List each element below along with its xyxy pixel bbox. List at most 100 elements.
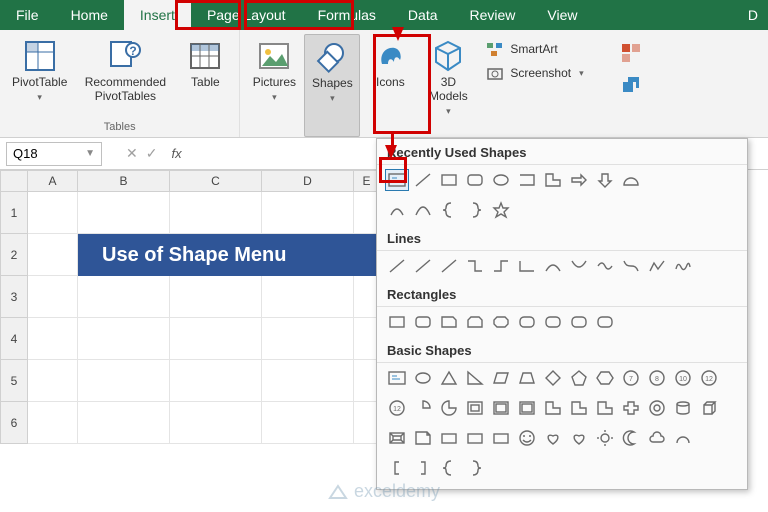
col-B[interactable]: B: [78, 170, 170, 192]
shape-dodec[interactable]: 12: [697, 367, 721, 389]
cell[interactable]: [170, 360, 262, 402]
shape-roundf4[interactable]: [593, 311, 617, 333]
icons-button[interactable]: Icons: [362, 34, 418, 137]
shape-pie[interactable]: [411, 397, 435, 419]
shape-freeform[interactable]: [645, 255, 669, 277]
cell[interactable]: [78, 402, 170, 444]
smartart-button[interactable]: SmartArt: [482, 38, 587, 60]
shape-hept[interactable]: 7: [619, 367, 643, 389]
cell[interactable]: [28, 276, 78, 318]
shape-lshape[interactable]: [541, 169, 565, 191]
select-all-cell[interactable]: [0, 170, 28, 192]
cell[interactable]: [262, 276, 354, 318]
shape-textbox[interactable]: [385, 169, 409, 191]
shape-arrowR[interactable]: [567, 169, 591, 191]
enter-icon[interactable]: ✓: [146, 145, 158, 162]
shape-tab[interactable]: [437, 427, 461, 449]
shape-curve2[interactable]: [567, 255, 591, 277]
tab-data[interactable]: Data: [392, 0, 454, 30]
row-header[interactable]: 5: [0, 360, 28, 402]
col-A[interactable]: A: [28, 170, 78, 192]
cell[interactable]: [170, 402, 262, 444]
shape-oval[interactable]: [411, 367, 435, 389]
shape-rect[interactable]: [385, 311, 409, 333]
shape-lbrace[interactable]: [437, 199, 461, 221]
shape-cyl[interactable]: [671, 397, 695, 419]
shape-textbox[interactable]: [385, 367, 409, 389]
shapes-button[interactable]: Shapes▾: [304, 34, 360, 137]
recommended-pivottables-button[interactable]: ? RecommendedPivotTables: [75, 34, 175, 119]
shape-curve[interactable]: [541, 255, 565, 277]
tab-formulas[interactable]: Formulas: [302, 0, 392, 30]
cell[interactable]: [28, 192, 78, 234]
shape-rect[interactable]: [437, 169, 461, 191]
cell[interactable]: [170, 318, 262, 360]
shape-rbrace[interactable]: [463, 199, 487, 221]
shape-bevel[interactable]: [385, 427, 409, 449]
row-header[interactable]: 6: [0, 402, 28, 444]
cell[interactable]: [28, 360, 78, 402]
cell[interactable]: [170, 192, 262, 234]
row-header[interactable]: 2: [0, 234, 28, 276]
row-header[interactable]: 3: [0, 276, 28, 318]
shape-brack1[interactable]: [385, 457, 409, 479]
shape-line[interactable]: [411, 169, 435, 191]
shape-sline[interactable]: [593, 255, 617, 277]
shape-snip2[interactable]: [463, 311, 487, 333]
row-header[interactable]: 1: [0, 192, 28, 234]
shape-tab3[interactable]: [489, 427, 513, 449]
shape-elbow2[interactable]: [489, 255, 513, 277]
shape-oval[interactable]: [489, 169, 513, 191]
shape-star[interactable]: [489, 199, 513, 221]
cell[interactable]: [78, 360, 170, 402]
shape-circle[interactable]: 12: [385, 397, 409, 419]
shape-arc[interactable]: [411, 199, 435, 221]
shape-dec[interactable]: 10: [671, 367, 695, 389]
shape-elbow3[interactable]: [515, 255, 539, 277]
shape-oct[interactable]: 8: [645, 367, 669, 389]
tab-home[interactable]: Home: [55, 0, 124, 30]
shape-diamond[interactable]: [541, 367, 565, 389]
row-header[interactable]: 4: [0, 318, 28, 360]
shape-heart2[interactable]: [567, 427, 591, 449]
shape-ring[interactable]: [645, 397, 669, 419]
shape-roundf[interactable]: [515, 311, 539, 333]
shape-openrect[interactable]: [515, 169, 539, 191]
shape-snip1[interactable]: [437, 311, 461, 333]
shape-fold[interactable]: [411, 427, 435, 449]
shape-roundf3[interactable]: [567, 311, 591, 333]
cell[interactable]: [28, 402, 78, 444]
col-C[interactable]: C: [170, 170, 262, 192]
shape-frame3[interactable]: [515, 397, 539, 419]
shape-roundrect[interactable]: [463, 169, 487, 191]
cell[interactable]: [28, 318, 78, 360]
shape-lbrace[interactable]: [437, 457, 461, 479]
tab-view[interactable]: View: [531, 0, 593, 30]
shape-connector[interactable]: [385, 199, 409, 221]
shape-semicircle[interactable]: [619, 169, 643, 191]
shape-hex[interactable]: [593, 367, 617, 389]
shape-arc2[interactable]: [671, 427, 695, 449]
cell[interactable]: [262, 360, 354, 402]
addins-icon-2[interactable]: [620, 74, 642, 96]
name-box[interactable]: Q18▼: [6, 142, 102, 166]
cell[interactable]: [262, 192, 354, 234]
pictures-button[interactable]: Pictures▾: [246, 34, 302, 137]
addins-icon[interactable]: [620, 42, 642, 64]
col-D[interactable]: D: [262, 170, 354, 192]
shape-lshape[interactable]: [541, 397, 565, 419]
shape-moon[interactable]: [619, 427, 643, 449]
shape-cloud[interactable]: [645, 427, 669, 449]
shape-pie2[interactable]: [437, 397, 461, 419]
shape-tab2[interactable]: [463, 427, 487, 449]
shape-line[interactable]: [411, 255, 435, 277]
shape-sun[interactable]: [593, 427, 617, 449]
shape-line[interactable]: [437, 255, 461, 277]
tab-file[interactable]: File: [0, 0, 55, 30]
cell[interactable]: [78, 192, 170, 234]
shape-elbow[interactable]: [463, 255, 487, 277]
cell[interactable]: [262, 318, 354, 360]
cell[interactable]: [78, 276, 170, 318]
fx-icon[interactable]: fx: [171, 146, 181, 161]
shape-smiley[interactable]: [515, 427, 539, 449]
